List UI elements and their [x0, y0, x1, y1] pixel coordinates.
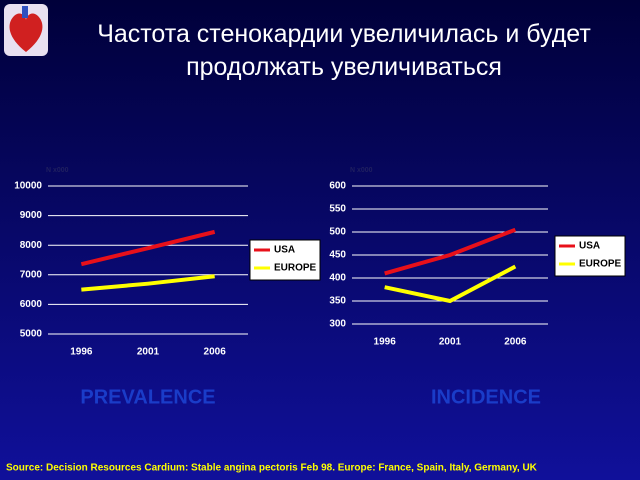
legend-label: EUROPE [274, 263, 317, 274]
y-tick-label: 8000 [20, 240, 43, 251]
legend-box [554, 235, 626, 277]
heart-icon [4, 4, 48, 56]
y-tick-label: 300 [329, 319, 346, 330]
y-tick-label: 6000 [20, 299, 43, 310]
legend-box [249, 239, 321, 281]
data-line [384, 227, 517, 276]
x-tick-label: 2001 [439, 337, 462, 348]
legend-label: USA [579, 241, 600, 252]
y-tick-label: 350 [329, 296, 346, 307]
chart-title: PREVALENCE [80, 386, 215, 408]
y-tick-label: 600 [329, 181, 346, 192]
legend-label: EUROPE [579, 259, 622, 270]
x-tick-label: 1996 [70, 347, 93, 358]
y-tick-label: 9000 [20, 210, 43, 221]
data-line [81, 274, 215, 292]
slide-title: Частота стенокардии увеличилась и будет … [97, 20, 591, 81]
slide-title-box: Частота стенокардии увеличилась и будет … [97, 20, 591, 81]
y-tick-label: 500 [329, 227, 346, 238]
x-tick-label: 2006 [504, 337, 527, 348]
x-tick-label: 1996 [374, 337, 397, 348]
y-tick-label: 400 [329, 273, 346, 284]
chart-title: INCIDENCE [431, 386, 541, 408]
y-axis-label: N x000 [46, 167, 69, 174]
data-line [384, 264, 517, 304]
y-tick-label: 550 [329, 204, 346, 215]
y-tick-label: 450 [329, 250, 346, 261]
y-tick-label: 7000 [20, 269, 43, 280]
x-tick-label: 2006 [204, 347, 227, 358]
y-axis-label: N x000 [350, 167, 373, 174]
legend-label: USA [274, 245, 295, 256]
x-tick-label: 2001 [137, 347, 160, 358]
data-line [80, 229, 216, 267]
y-tick-label: 5000 [20, 329, 43, 340]
y-tick-label: 10000 [14, 181, 42, 192]
source-note: Source: Decision Resources Cardium: Stab… [6, 463, 538, 474]
